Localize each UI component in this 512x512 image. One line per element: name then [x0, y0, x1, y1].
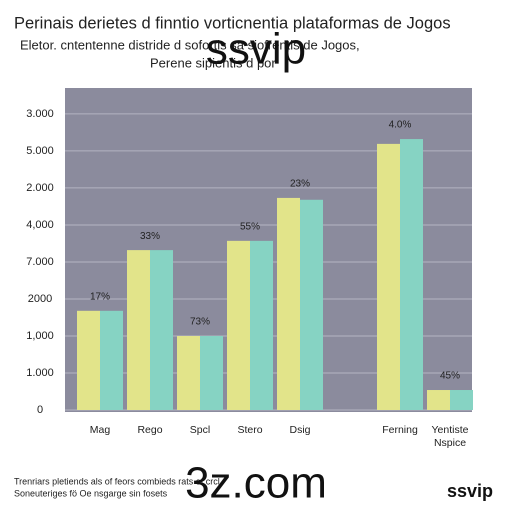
bar-label: 33%: [140, 231, 160, 242]
x-tick-label: Yentiste Nspice: [432, 424, 469, 449]
bar-label: 73%: [190, 317, 210, 328]
bar: [300, 199, 323, 410]
y-tick-label: 2000: [28, 293, 52, 305]
watermark: ssvip: [447, 481, 493, 501]
watermark: 3z.com: [185, 459, 327, 508]
bar-label: 17%: [90, 291, 110, 302]
x-tick-label: Rego: [137, 424, 162, 436]
y-tick-label: 1,000: [26, 330, 54, 342]
bar: [277, 197, 300, 410]
bar: [127, 250, 150, 410]
bar-label: 4.0%: [389, 120, 412, 131]
bar: [177, 335, 200, 410]
y-tick-label: 3.000: [26, 108, 54, 120]
bar: [200, 335, 223, 410]
bar: [400, 139, 423, 410]
footnote: Soneuteriges fö Oe nsgarge sin fosets: [14, 488, 168, 498]
x-tick-label: Stero: [237, 424, 262, 436]
x-tick-label: Spcl: [190, 424, 210, 436]
chart-subtitle: Eletor. cntentenne distride d sofortis s…: [20, 37, 360, 52]
bar: [150, 250, 173, 410]
bar-label: 55%: [240, 221, 260, 232]
x-tick-label: Dsig: [289, 424, 310, 436]
bar: [227, 240, 250, 410]
bar: [450, 390, 473, 410]
bar-label: 45%: [440, 371, 460, 382]
bar: [377, 143, 400, 410]
y-tick-label: 4,000: [26, 219, 54, 231]
y-tick-label: 0: [37, 404, 43, 416]
y-tick-label: 2.000: [26, 182, 54, 194]
bar: [77, 310, 100, 410]
bar-label: 23%: [290, 179, 310, 190]
y-tick-label: 1.000: [26, 367, 54, 379]
footnote: Trenriars pletiends als of feors combied…: [14, 476, 220, 486]
chart-subtitle: Perene sipientis d por: [150, 55, 276, 70]
bar: [427, 390, 450, 410]
watermark: ssvip: [206, 25, 306, 74]
bar: [250, 240, 273, 410]
y-tick-label: 5.000: [26, 145, 54, 157]
chart-title: Perinais derietes d finntio vorticnentia…: [14, 14, 451, 32]
x-tick-label: Ferning: [382, 424, 418, 436]
bar: [100, 310, 123, 410]
y-tick-label: 7.000: [26, 256, 54, 268]
x-tick-label: Mag: [90, 424, 111, 436]
